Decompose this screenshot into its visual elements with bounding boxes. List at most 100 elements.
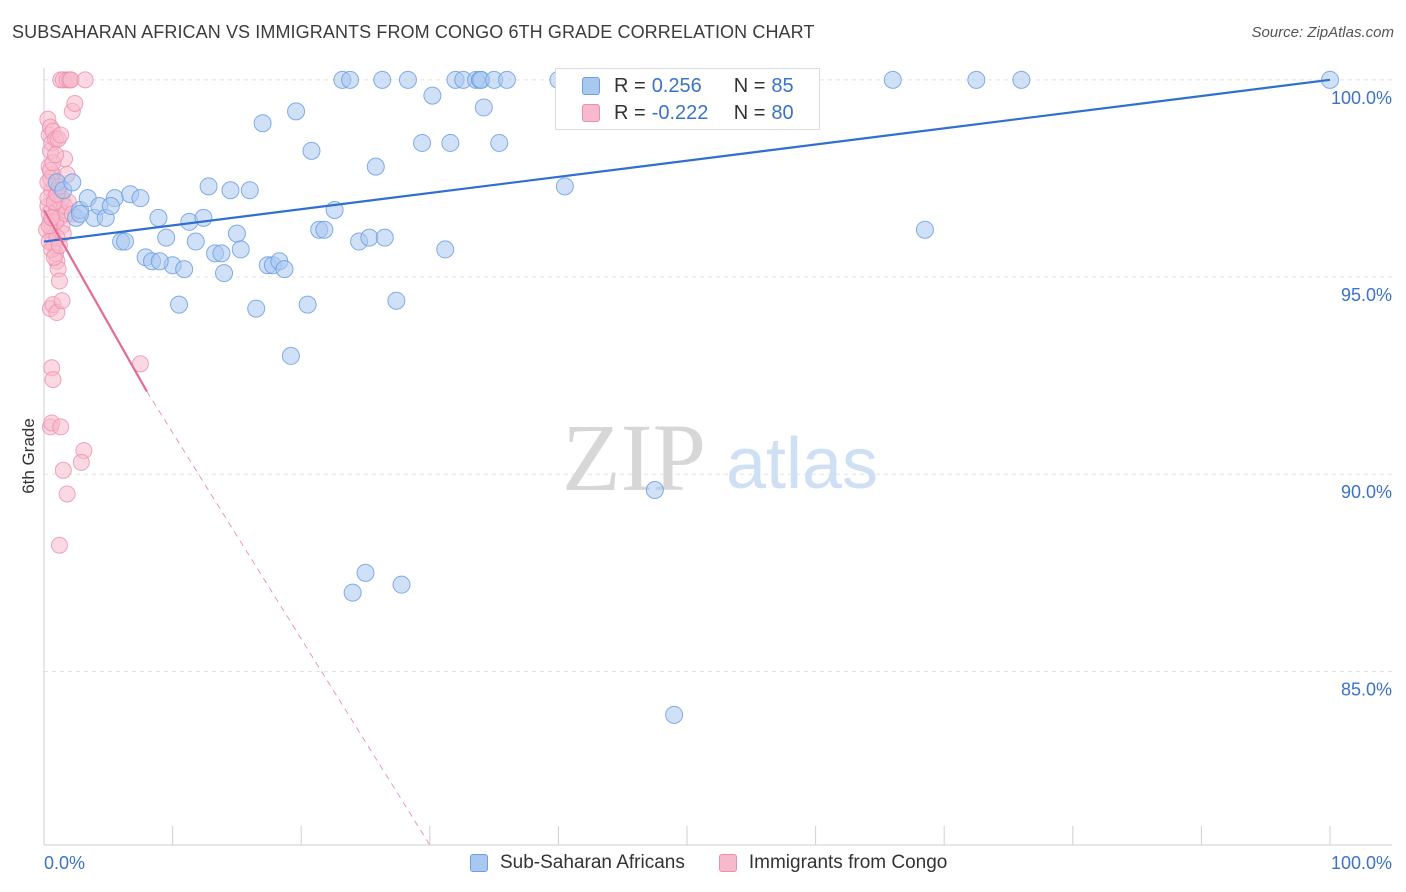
- data-point-subsaharan: [392, 575, 411, 594]
- stats-box: R = 0.256 N = 85 R = -0.222 N = 80: [555, 68, 820, 130]
- stats-n-value: 80: [771, 101, 794, 124]
- legend-swatch-blue: [470, 854, 488, 872]
- data-point-subsaharan: [360, 228, 379, 247]
- stats-r-label: R =: [614, 74, 646, 97]
- data-point-subsaharan: [915, 220, 934, 239]
- legend-label: Sub-Saharan Africans: [500, 852, 685, 873]
- data-point-congo: [58, 485, 76, 503]
- tick-labels: 100.0% 95.0% 90.0% 85.0% 0.0% 100.0%: [44, 88, 1392, 873]
- data-point-subsaharan: [436, 240, 455, 259]
- data-point-subsaharan: [215, 264, 234, 283]
- data-point-subsaharan: [116, 232, 135, 251]
- data-point-subsaharan: [341, 70, 360, 89]
- data-point-congo: [47, 146, 65, 164]
- data-point-congo: [52, 126, 70, 144]
- trend-line-congo-extension: [146, 391, 431, 846]
- data-point-subsaharan: [186, 232, 205, 251]
- y-tick-label: 85.0%: [1341, 679, 1392, 699]
- data-point-congo: [50, 272, 68, 290]
- data-point-subsaharan: [375, 228, 394, 247]
- data-point-congo: [66, 94, 84, 112]
- data-point-congo: [52, 418, 70, 436]
- data-point-subsaharan: [281, 346, 300, 365]
- watermark: ZIP atlas: [562, 404, 878, 511]
- data-point-subsaharan: [227, 224, 246, 243]
- stats-swatch-blue: [582, 77, 600, 95]
- legend-item-subsaharan: Sub-Saharan Africans: [470, 852, 685, 874]
- data-point-subsaharan: [1012, 70, 1031, 89]
- data-point-subsaharan: [221, 181, 240, 200]
- data-point-subsaharan: [275, 260, 294, 279]
- data-point-subsaharan: [302, 141, 321, 160]
- data-point-subsaharan: [175, 260, 194, 279]
- stats-r-label: R =: [614, 101, 646, 124]
- stats-row-congo: R = -0.222 N = 80: [556, 100, 794, 126]
- data-point-subsaharan: [170, 295, 189, 314]
- stats-n-label: N =: [733, 74, 766, 97]
- data-point-subsaharan: [149, 208, 168, 227]
- data-point-congo: [53, 292, 71, 310]
- stats-n-label: N =: [733, 101, 766, 124]
- data-point-subsaharan: [373, 70, 392, 89]
- data-point-congo: [50, 536, 68, 554]
- stats-n-value: 85: [771, 74, 794, 97]
- source-credit: Source: ZipAtlas.com: [1251, 24, 1394, 41]
- legend-item-congo: Immigrants from Congo: [718, 852, 948, 874]
- watermark-zip: ZIP: [562, 404, 706, 511]
- data-point-subsaharan: [474, 98, 493, 117]
- y-tick-label: 90.0%: [1341, 482, 1392, 502]
- legend-label: Immigrants from Congo: [748, 852, 948, 873]
- data-point-subsaharan: [490, 133, 509, 152]
- y-tick-label: 100.0%: [1331, 88, 1392, 108]
- data-point-subsaharan: [413, 133, 432, 152]
- watermark-atlas: atlas: [726, 424, 878, 504]
- x-tick-label-right: 100.0%: [1331, 853, 1392, 873]
- data-point-subsaharan: [366, 157, 385, 176]
- trend-lines: [43, 78, 1331, 846]
- data-point-subsaharan: [555, 177, 574, 196]
- data-point-congo: [62, 71, 80, 89]
- legend: Sub-Saharan Africans Immigrants from Con…: [470, 852, 981, 874]
- stats-swatch-pink: [582, 104, 600, 122]
- data-point-subsaharan: [665, 705, 684, 724]
- data-point-congo: [76, 71, 94, 89]
- gridlines: [44, 79, 1392, 672]
- data-point-subsaharan: [131, 189, 150, 208]
- series-congo-points: [38, 71, 149, 554]
- data-point-subsaharan: [63, 173, 82, 192]
- trend-line-subsaharan: [43, 78, 1331, 243]
- data-point-subsaharan: [356, 563, 375, 582]
- chart-title: SUBSAHARAN AFRICAN VS IMMIGRANTS FROM CO…: [12, 22, 815, 42]
- data-point-subsaharan: [883, 70, 902, 89]
- x-tick-label-left: 0.0%: [44, 853, 85, 873]
- data-point-subsaharan: [645, 481, 664, 500]
- y-axis-label: 6th Grade: [19, 418, 38, 494]
- data-point-subsaharan: [315, 220, 334, 239]
- data-point-subsaharan: [194, 208, 213, 227]
- data-point-subsaharan: [298, 295, 317, 314]
- data-point-subsaharan: [157, 228, 176, 247]
- data-point-subsaharan: [231, 240, 250, 259]
- stats-r-value: 0.256: [651, 74, 702, 97]
- stats-r-value: -0.222: [651, 101, 709, 124]
- data-point-subsaharan: [967, 70, 986, 89]
- data-point-subsaharan: [441, 133, 460, 152]
- data-point-subsaharan: [71, 204, 90, 223]
- data-point-subsaharan: [253, 114, 272, 133]
- data-point-congo: [72, 453, 90, 471]
- data-point-subsaharan: [247, 299, 266, 318]
- data-point-congo: [44, 371, 62, 389]
- data-point-subsaharan: [387, 291, 406, 310]
- data-point-subsaharan: [287, 102, 306, 121]
- data-point-subsaharan: [497, 70, 516, 89]
- data-point-congo: [54, 461, 72, 479]
- stats-row-subsaharan: R = 0.256 N = 85: [556, 73, 794, 99]
- data-point-subsaharan: [343, 583, 362, 602]
- trend-line-congo: [43, 209, 148, 392]
- data-point-subsaharan: [150, 252, 169, 271]
- legend-swatch-pink: [718, 854, 737, 872]
- data-point-subsaharan: [423, 86, 442, 105]
- data-point-subsaharan: [101, 197, 120, 216]
- data-point-subsaharan: [240, 181, 259, 200]
